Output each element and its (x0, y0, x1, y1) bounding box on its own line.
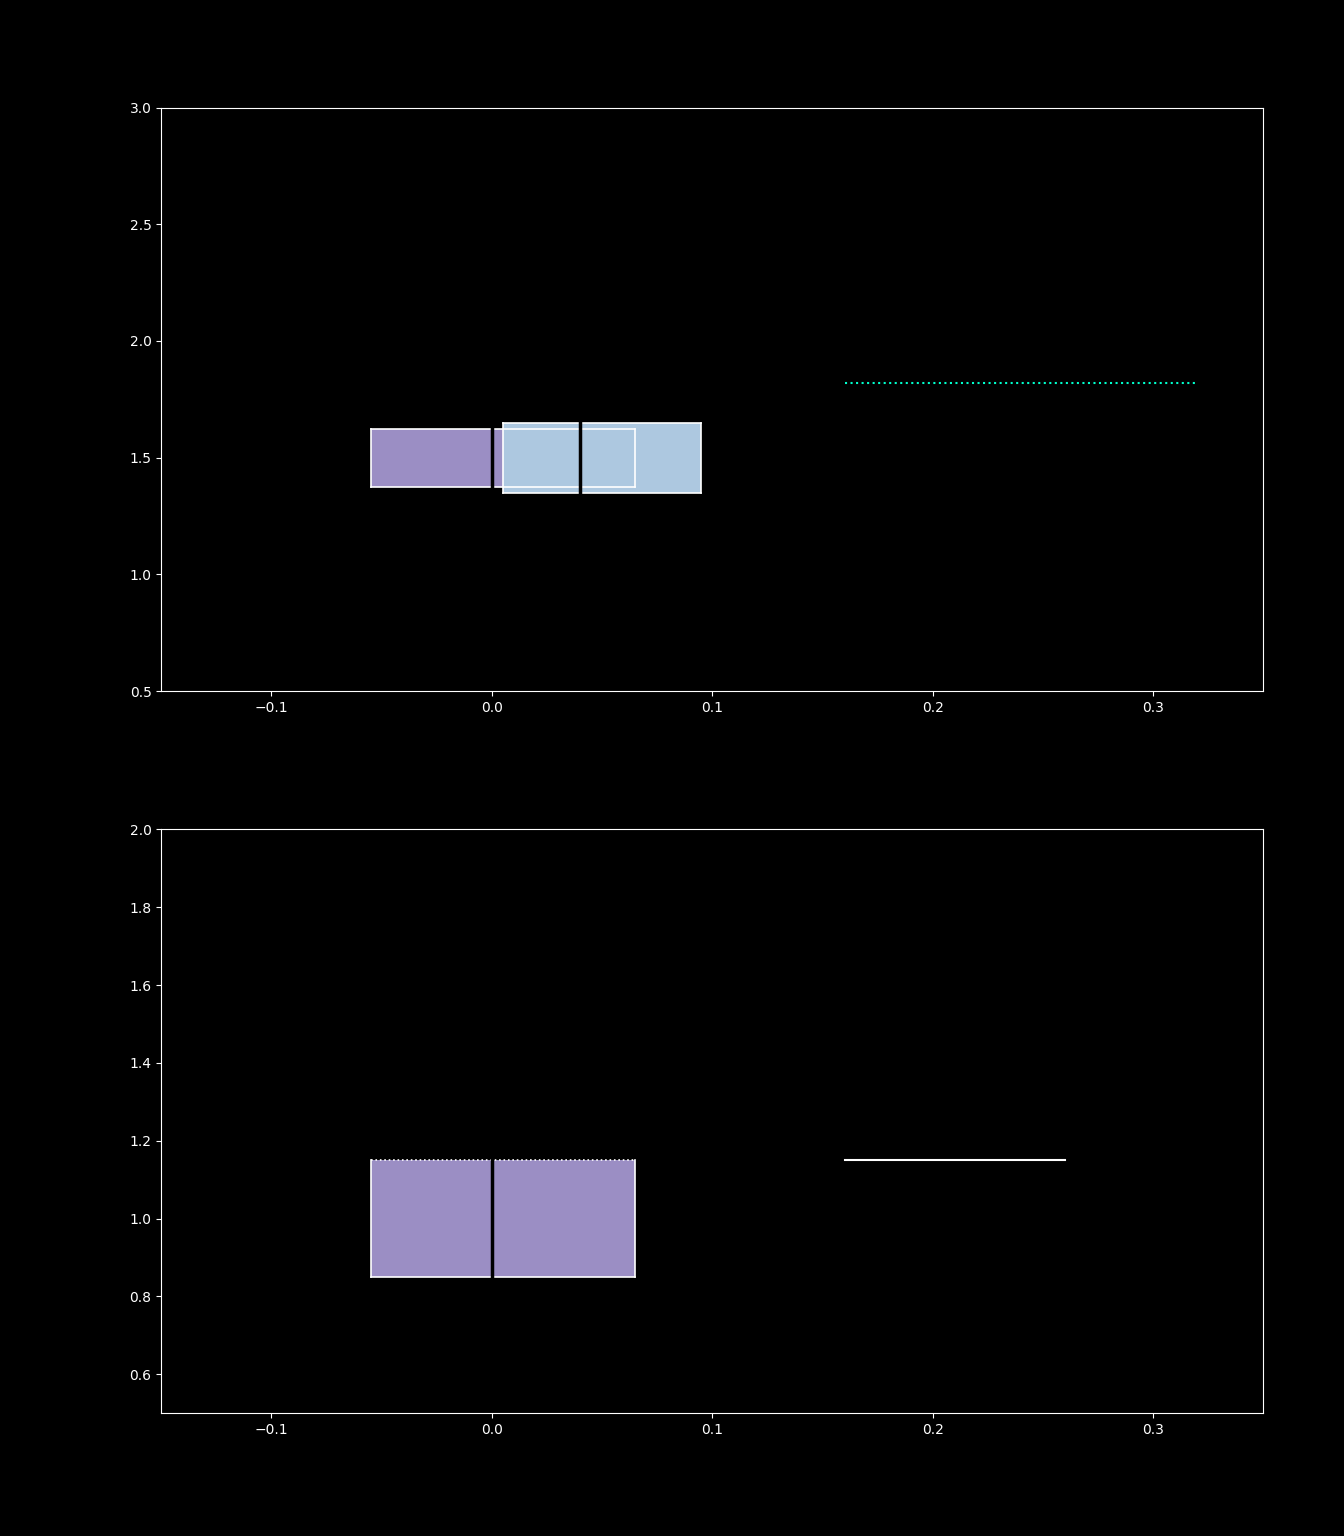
Bar (371, 429, 636, 487)
Bar (371, 1160, 636, 1276)
Bar (503, 422, 702, 493)
